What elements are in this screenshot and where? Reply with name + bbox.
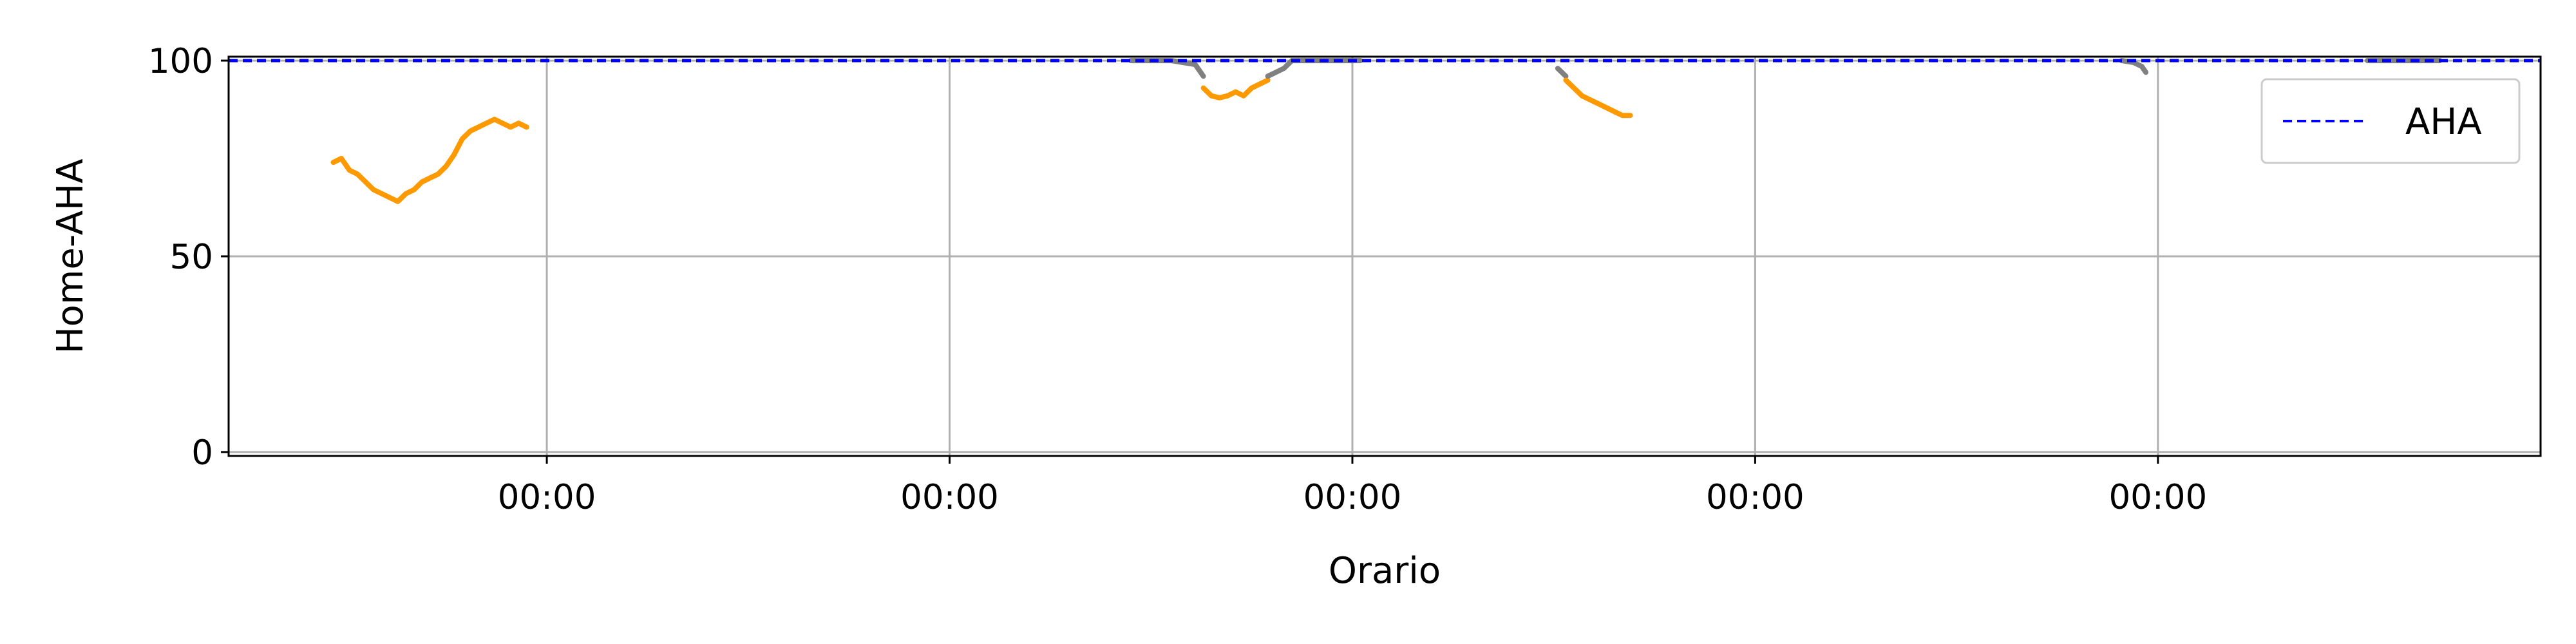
y-tick-label: 100 — [148, 42, 213, 81]
series-line — [330, 117, 529, 204]
x-tick-label: 00:00 — [1706, 478, 1804, 517]
y-tick-label: 0 — [191, 433, 213, 473]
legend-label-aha: AHA — [2405, 101, 2482, 143]
series-line — [1200, 77, 1271, 100]
x-tick-label: 00:00 — [1303, 478, 1402, 517]
legend: AHA — [2260, 78, 2521, 164]
x-axis-label: Orario — [1329, 550, 1441, 592]
legend-box — [2260, 78, 2521, 164]
series-line — [1563, 77, 1633, 118]
y-tick-label: 50 — [170, 238, 213, 277]
x-tick-label: 00:00 — [900, 478, 999, 517]
x-tick-layer: 00:00 00:00 00:00 00:00 00:00 — [498, 456, 2207, 517]
y-axis-label: Home-AHA — [50, 158, 91, 354]
x-tick-label: 00:00 — [2108, 478, 2207, 517]
series-line — [1555, 66, 1569, 79]
x-tick-label: 00:00 — [498, 478, 596, 517]
y-tick-layer: 0 50 100 — [148, 42, 229, 473]
